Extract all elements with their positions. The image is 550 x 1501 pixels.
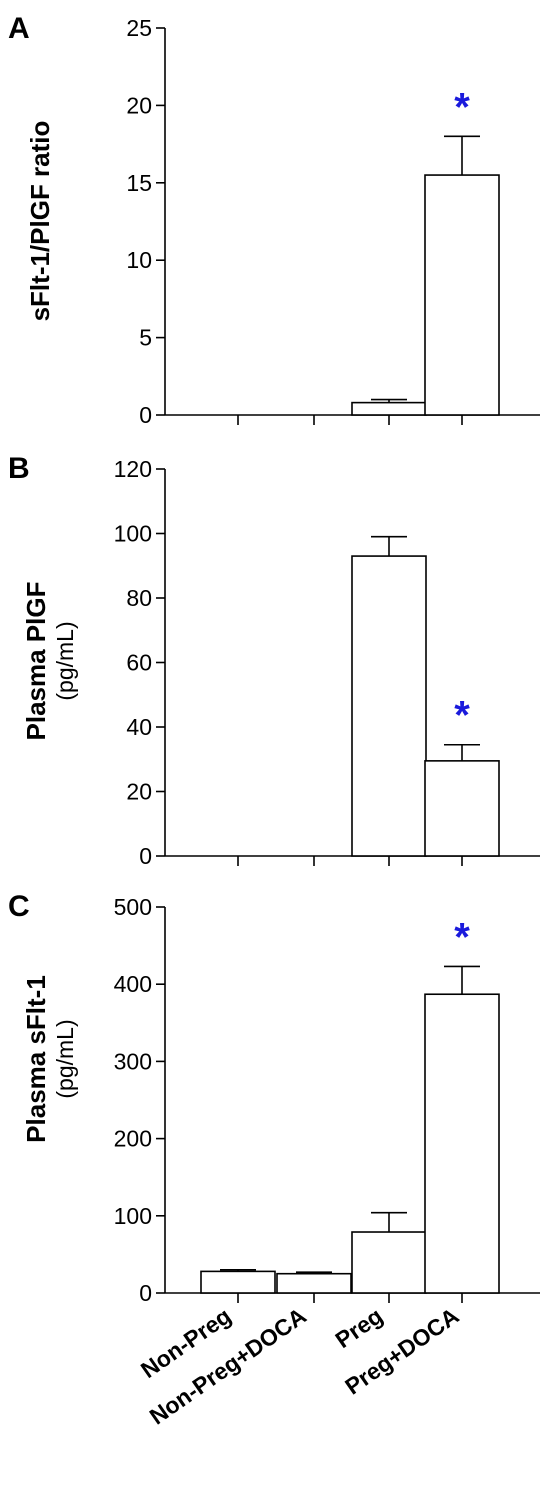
significance-marker: * xyxy=(454,85,470,129)
panel-letter-a: A xyxy=(8,12,30,45)
x-category-label: Preg xyxy=(330,1302,388,1354)
chart-c-plot: 0 100 200 300 400 500 * xyxy=(114,894,540,1306)
chart-a-plot: 0 5 10 15 20 25 * xyxy=(126,15,540,428)
y-tick-label: 0 xyxy=(139,1280,152,1306)
y-tick-label: 60 xyxy=(126,650,152,676)
x-category-labels: Non-Preg Non-Preg+DOCA Preg Preg+DOCA xyxy=(0,880,550,1501)
y-tick-label: 400 xyxy=(114,971,152,997)
bar xyxy=(424,760,500,857)
y-tick-label: 15 xyxy=(126,170,152,196)
panel-b: B Plasma PlGF (pg/mL) 0 20 40 60 80 100 120 * xyxy=(0,440,550,880)
panel-letter-b: B xyxy=(8,452,30,485)
bar xyxy=(200,1270,276,1294)
panel-c: C Plasma sFlt-1 (pg/mL) 0 100 200 300 400 500… xyxy=(0,880,550,1501)
y-tick-label: 20 xyxy=(126,779,152,805)
bar xyxy=(424,993,500,1294)
y-tick-label: 100 xyxy=(114,1203,152,1229)
significance-marker: * xyxy=(454,915,470,959)
significance-marker: * xyxy=(454,694,470,738)
y-tick-label: 200 xyxy=(114,1126,152,1152)
y-tick-label: 40 xyxy=(126,714,152,740)
y-tick-label: 10 xyxy=(126,247,152,273)
panel-a: A sFlt-1/PlGF ratio 0 5 10 15 20 25 * xyxy=(0,0,550,440)
bar xyxy=(424,174,500,416)
y-tick-label: 120 xyxy=(114,456,152,482)
y-tick-label: 20 xyxy=(126,92,152,118)
y-tick-label: 25 xyxy=(126,15,152,41)
y-tick-label: 5 xyxy=(139,325,152,351)
bar xyxy=(351,401,427,416)
bar xyxy=(351,555,427,857)
y-tick-label: 300 xyxy=(114,1048,152,1074)
y-tick-label: 0 xyxy=(139,402,152,428)
y-tick-label: 80 xyxy=(126,585,152,611)
y-tick-label: 0 xyxy=(139,843,152,869)
chart-b-plot: 0 20 40 60 80 100 120 * xyxy=(114,456,540,869)
bar xyxy=(351,1231,427,1294)
panel-letter-c: C xyxy=(8,890,30,923)
y-tick-label: 100 xyxy=(114,521,152,547)
y-tick-label: 500 xyxy=(114,894,152,920)
